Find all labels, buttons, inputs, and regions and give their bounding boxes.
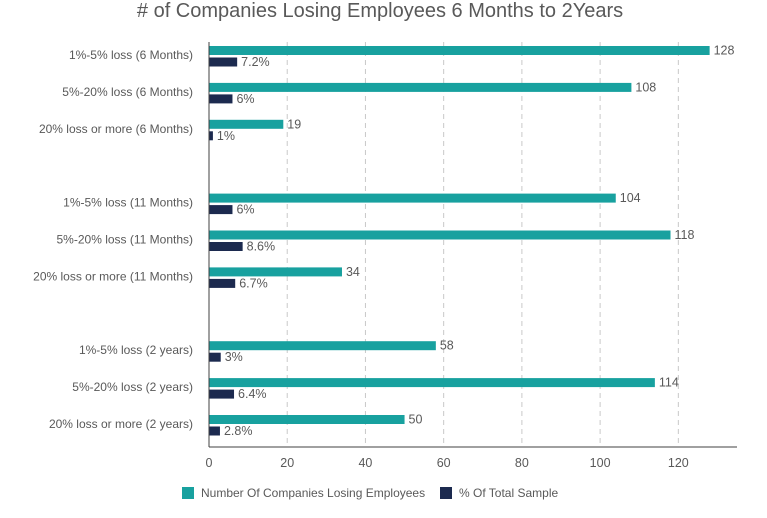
companies-bar	[209, 415, 405, 424]
category-label: 20% loss or more (11 Months)	[33, 269, 193, 283]
percent-bar	[209, 389, 235, 399]
chart-title: # of Companies Losing Employees 6 Months…	[137, 0, 623, 22]
x-tick-label: 100	[590, 456, 611, 470]
category-labels: 1%-5% loss (6 Months) 5%-20% loss (6 Mont…	[33, 48, 193, 431]
percent-bar	[209, 205, 233, 215]
data-label: 34	[346, 265, 360, 279]
category-label: 5%-20% loss (2 years)	[72, 380, 193, 394]
legend-label: % Of Total Sample	[459, 486, 558, 500]
category-label: 20% loss or more (6 Months)	[39, 122, 193, 136]
data-label: 6%	[236, 92, 254, 106]
data-label: 19	[287, 117, 301, 131]
x-tick-label: 20	[280, 456, 294, 470]
percent-bar	[209, 278, 236, 288]
data-label: 50	[409, 413, 423, 427]
axes	[208, 42, 737, 448]
companies-bar	[209, 341, 436, 351]
data-label: 7.2%	[241, 55, 270, 69]
percent-bar	[209, 426, 220, 436]
companies-bar	[209, 193, 616, 203]
data-label: 6%	[236, 203, 254, 217]
legend-swatch-percent	[440, 487, 452, 499]
data-label: 114	[659, 376, 679, 390]
data-label: 128	[714, 44, 735, 58]
category-label: 1%-5% loss (11 Months)	[63, 196, 193, 210]
x-tick-label: 60	[437, 456, 451, 470]
legend: Number Of Companies Losing Employees % Of…	[182, 486, 558, 500]
data-label: 104	[620, 191, 641, 205]
companies-bar	[209, 378, 655, 388]
bars	[209, 46, 710, 436]
category-label: 5%-20% loss (6 Months)	[62, 85, 193, 99]
data-label: 1%	[217, 129, 235, 143]
data-label: 108	[635, 80, 656, 94]
companies-bar	[209, 82, 632, 92]
category-label: 5%-20% loss (11 Months)	[57, 233, 194, 247]
legend-swatch-companies	[182, 487, 194, 499]
category-label: 1%-5% loss (6 Months)	[69, 48, 193, 62]
percent-bar	[209, 57, 238, 67]
percent-bar	[209, 94, 233, 104]
data-label: 118	[675, 228, 695, 242]
x-tick-labels: 0 20 40 60 80 100 120	[206, 456, 689, 470]
percent-bar	[209, 352, 221, 362]
x-tick-label: 80	[515, 456, 529, 470]
companies-bar	[209, 230, 671, 240]
x-tick-label: 40	[358, 456, 372, 470]
category-label: 20% loss or more (2 years)	[49, 417, 193, 431]
category-label: 1%-5% loss (2 years)	[79, 343, 193, 357]
x-tick-label: 0	[206, 456, 213, 470]
percent-bar	[209, 131, 213, 141]
x-tick-label: 120	[668, 456, 689, 470]
data-labels: 128 7.2% 108 6% 19 1% 104 6% 118 8.6% 34 6.7% 58 3% 11…	[217, 44, 735, 439]
legend-label: Number Of Companies Losing Employees	[201, 486, 425, 500]
companies-bar	[209, 267, 342, 277]
data-label: 58	[440, 339, 454, 353]
companies-bar	[209, 119, 284, 129]
percent-bar	[209, 242, 243, 251]
data-label: 8.6%	[247, 240, 276, 254]
data-label: 3%	[225, 350, 243, 364]
companies-bar	[209, 46, 710, 55]
data-label: 6.4%	[238, 387, 267, 401]
data-label: 6.7%	[239, 276, 268, 290]
data-label: 2.8%	[224, 424, 253, 438]
